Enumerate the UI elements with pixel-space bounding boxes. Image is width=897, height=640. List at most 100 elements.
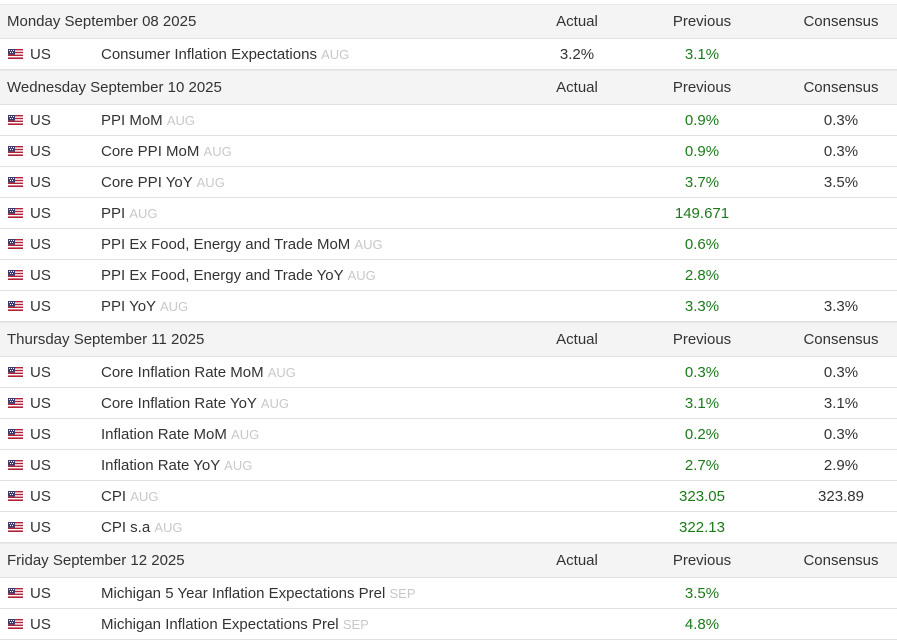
- event-name: Core Inflation Rate MoM: [101, 364, 264, 381]
- previous-value: 0.3%: [684, 364, 720, 381]
- event-name: CPI s.a: [101, 519, 151, 536]
- country-code: US: [30, 457, 51, 474]
- event-period: AUG: [354, 237, 383, 252]
- consensus-column-header[interactable]: Consensus: [803, 79, 879, 96]
- us-flag-icon: [8, 522, 23, 532]
- event-name: PPI YoY: [101, 298, 156, 315]
- us-flag-icon: [8, 177, 23, 187]
- event-row[interactable]: US PPI Ex Food, Energy and Trade YoY AUG 2…: [0, 260, 897, 291]
- country-code: US: [30, 395, 51, 412]
- previous-column-header[interactable]: Previous: [672, 331, 732, 348]
- us-flag-icon: [8, 491, 23, 501]
- event-row[interactable]: US PPI AUG 149.671: [0, 198, 897, 229]
- actual-column-header[interactable]: Actual: [556, 552, 598, 569]
- event-row[interactable]: US Inflation Rate MoM AUG 0.2% 0.3%: [0, 419, 897, 450]
- consensus-column-header[interactable]: Consensus: [803, 552, 879, 569]
- day-header: Thursday September 11 2025 Actual Previous…: [0, 322, 897, 357]
- event-row[interactable]: US Core Inflation Rate YoY AUG 3.1% 3.1%: [0, 388, 897, 419]
- previous-value: 149.671: [674, 205, 730, 222]
- country-code: US: [30, 112, 51, 129]
- event-name: Michigan 5 Year Inflation Expectations P…: [101, 585, 386, 602]
- event-name: PPI Ex Food, Energy and Trade YoY: [101, 267, 344, 284]
- event-row[interactable]: US Core PPI MoM AUG 0.9% 0.3%: [0, 136, 897, 167]
- event-name-link[interactable]: PPI MoM AUG: [101, 112, 195, 129]
- event-name: Core PPI MoM: [101, 143, 200, 160]
- us-flag-icon: [8, 146, 23, 156]
- event-name-link[interactable]: Core PPI MoM AUG: [101, 143, 232, 160]
- event-name: PPI: [101, 205, 126, 222]
- consensus-value: 323.89: [818, 488, 864, 505]
- consensus-column-header[interactable]: Consensus: [803, 331, 879, 348]
- previous-column-header[interactable]: Previous: [672, 552, 732, 569]
- event-period: AUG: [203, 144, 232, 159]
- country-code: US: [30, 616, 51, 633]
- event-row[interactable]: US PPI YoY AUG 3.3% 3.3%: [0, 291, 897, 322]
- previous-value: 3.5%: [684, 585, 720, 602]
- country-code: US: [30, 488, 51, 505]
- actual-column-header[interactable]: Actual: [556, 79, 598, 96]
- previous-value: 0.6%: [684, 236, 720, 253]
- country-code: US: [30, 236, 51, 253]
- previous-value: 2.7%: [684, 457, 720, 474]
- day-date: Monday September 08 2025: [7, 13, 197, 30]
- us-flag-icon: [8, 301, 23, 311]
- event-name-link[interactable]: Consumer Inflation Expectations AUG: [101, 46, 349, 63]
- previous-value: 0.2%: [684, 426, 720, 443]
- event-period: AUG: [196, 175, 225, 190]
- event-name: Michigan Inflation Expectations Prel: [101, 616, 339, 633]
- us-flag-icon: [8, 460, 23, 470]
- country-code: US: [30, 298, 51, 315]
- country-code: US: [30, 519, 51, 536]
- previous-column-header[interactable]: Previous: [672, 13, 732, 30]
- event-name-link[interactable]: Inflation Rate MoM AUG: [101, 426, 259, 443]
- event-name: Inflation Rate YoY: [101, 457, 220, 474]
- event-name-link[interactable]: Core Inflation Rate YoY AUG: [101, 395, 289, 412]
- event-row[interactable]: US Inflation Rate YoY AUG 2.7% 2.9%: [0, 450, 897, 481]
- event-row[interactable]: US PPI MoM AUG 0.9% 0.3%: [0, 105, 897, 136]
- event-row[interactable]: US Core Inflation Rate MoM AUG 0.3% 0.3%: [0, 357, 897, 388]
- actual-column-header[interactable]: Actual: [556, 331, 598, 348]
- event-name-link[interactable]: Michigan Inflation Expectations Prel SEP: [101, 616, 369, 633]
- previous-value: 323.05: [679, 488, 725, 505]
- event-row[interactable]: US Core PPI YoY AUG 3.7% 3.5%: [0, 167, 897, 198]
- day-date: Thursday September 11 2025: [7, 331, 205, 348]
- day-header: Friday September 12 2025 Actual Previous Co…: [0, 543, 897, 578]
- event-name-link[interactable]: CPI AUG: [101, 488, 158, 505]
- day-header: Wednesday September 10 2025 Actual Previou…: [0, 70, 897, 105]
- event-row[interactable]: US Michigan 5 Year Inflation Expectations…: [0, 578, 897, 609]
- country-code: US: [30, 205, 51, 222]
- event-row[interactable]: US CPI AUG 323.05 323.89: [0, 481, 897, 512]
- event-name-link[interactable]: Core PPI YoY AUG: [101, 174, 225, 191]
- event-name-link[interactable]: PPI Ex Food, Energy and Trade YoY AUG: [101, 267, 376, 284]
- event-row[interactable]: US PPI Ex Food, Energy and Trade MoM AUG 0…: [0, 229, 897, 260]
- us-flag-icon: [8, 115, 23, 125]
- actual-column-header[interactable]: Actual: [556, 13, 598, 30]
- event-name-link[interactable]: PPI AUG: [101, 205, 158, 222]
- event-name-link[interactable]: Inflation Rate YoY AUG: [101, 457, 252, 474]
- event-period: AUG: [154, 520, 183, 535]
- event-name-link[interactable]: PPI Ex Food, Energy and Trade MoM AUG: [101, 236, 383, 253]
- consensus-column-header[interactable]: Consensus: [803, 13, 879, 30]
- country-code: US: [30, 426, 51, 443]
- us-flag-icon: [8, 429, 23, 439]
- consensus-value: 3.1%: [823, 395, 859, 412]
- day-header: Monday September 08 2025 Actual Previous Co…: [0, 4, 897, 39]
- event-name: Inflation Rate MoM: [101, 426, 227, 443]
- event-period: AUG: [321, 47, 350, 62]
- event-name-link[interactable]: Core Inflation Rate MoM AUG: [101, 364, 296, 381]
- consensus-value: 0.3%: [823, 426, 859, 443]
- previous-value: 322.13: [679, 519, 725, 536]
- event-name-link[interactable]: Michigan 5 Year Inflation Expectations P…: [101, 585, 416, 602]
- economic-calendar: Monday September 08 2025 Actual Previous Co…: [0, 4, 897, 640]
- previous-value: 3.7%: [684, 174, 720, 191]
- event-row[interactable]: US Michigan Inflation Expectations Prel S…: [0, 609, 897, 640]
- event-name-link[interactable]: CPI s.a AUG: [101, 519, 183, 536]
- previous-column-header[interactable]: Previous: [672, 79, 732, 96]
- event-name-link[interactable]: PPI YoY AUG: [101, 298, 188, 315]
- event-row[interactable]: US CPI s.a AUG 322.13: [0, 512, 897, 543]
- previous-value: 3.1%: [684, 395, 720, 412]
- event-row[interactable]: US Consumer Inflation Expectations AUG 3.2…: [0, 39, 897, 70]
- consensus-value: 0.3%: [823, 143, 859, 160]
- country-code: US: [30, 46, 51, 63]
- event-period: SEP: [342, 617, 369, 632]
